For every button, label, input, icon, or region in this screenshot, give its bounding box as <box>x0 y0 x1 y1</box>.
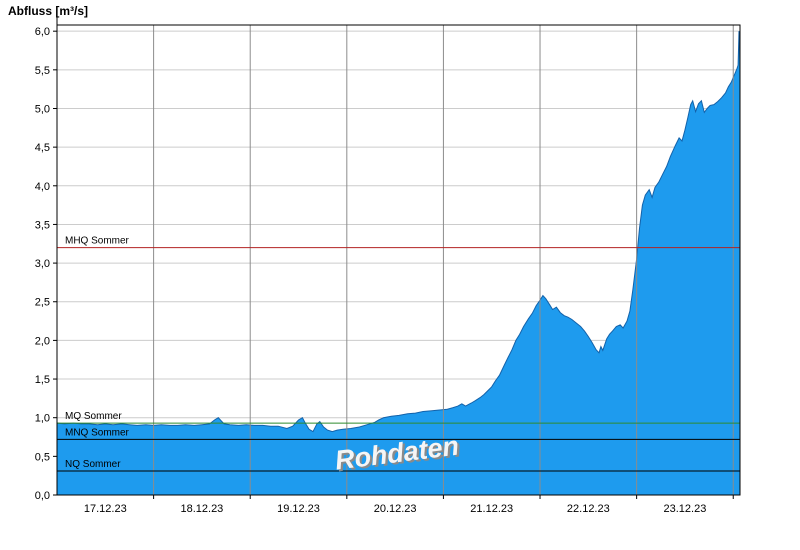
discharge-area-series <box>56 31 741 496</box>
y-tick-label: 1,5 <box>35 374 50 386</box>
x-tick-label: 17.12.23 <box>84 503 127 515</box>
reference-line-label: NQ Sommer <box>65 459 121 470</box>
y-axis-title: Abfluss [m³/s] <box>8 4 89 18</box>
x-tick-label: 18.12.23 <box>180 503 223 515</box>
y-tick-label: 2,0 <box>35 335 50 347</box>
y-tick-label: 6,0 <box>35 26 50 38</box>
x-tick-label: 21.12.23 <box>470 503 513 515</box>
y-tick-label: 2,5 <box>35 297 50 309</box>
reference-line-label: MNQ Sommer <box>65 427 130 438</box>
y-tick-label: 3,0 <box>35 258 50 270</box>
reference-line-label: MHQ Sommer <box>65 236 130 247</box>
x-tick-label: 19.12.23 <box>277 503 320 515</box>
reference-line-label: MQ Sommer <box>65 411 122 422</box>
y-tick-label: 0,0 <box>35 490 50 502</box>
x-tick-label: 22.12.23 <box>567 503 610 515</box>
y-tick-label: 1,0 <box>35 413 50 425</box>
y-tick-label: 4,0 <box>35 181 50 193</box>
x-tick-label: 23.12.23 <box>664 503 707 515</box>
y-tick-label: 4,5 <box>35 142 50 154</box>
y-tick-label: 0,5 <box>35 451 50 463</box>
y-tick-label: 5,5 <box>35 65 50 77</box>
plot-border <box>56 24 741 496</box>
x-tick-label: 20.12.23 <box>374 503 417 515</box>
y-tick-label: 3,5 <box>35 219 50 231</box>
y-tick-label: 5,0 <box>35 103 50 115</box>
